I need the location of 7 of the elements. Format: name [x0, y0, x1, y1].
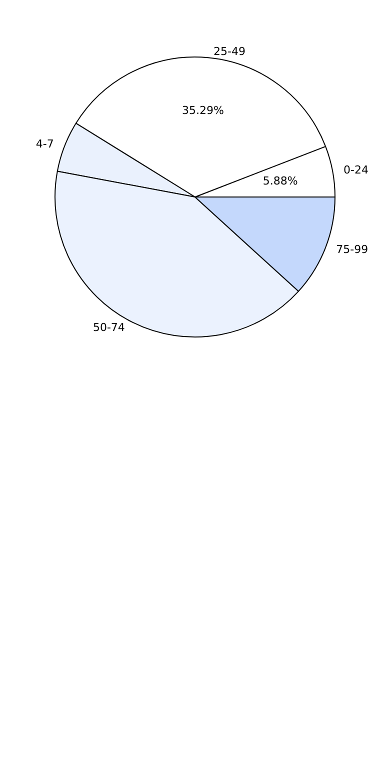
slice-label: 50-74 [92, 321, 125, 334]
slice-label: 0-24 [344, 164, 368, 177]
data-label: 5.88% [262, 174, 298, 188]
slice-label: 25-49 [213, 45, 246, 58]
slice-label: 75-99 [336, 243, 368, 256]
slice-label: 4-7 [36, 138, 54, 151]
data-label: 35.29% [182, 104, 224, 118]
